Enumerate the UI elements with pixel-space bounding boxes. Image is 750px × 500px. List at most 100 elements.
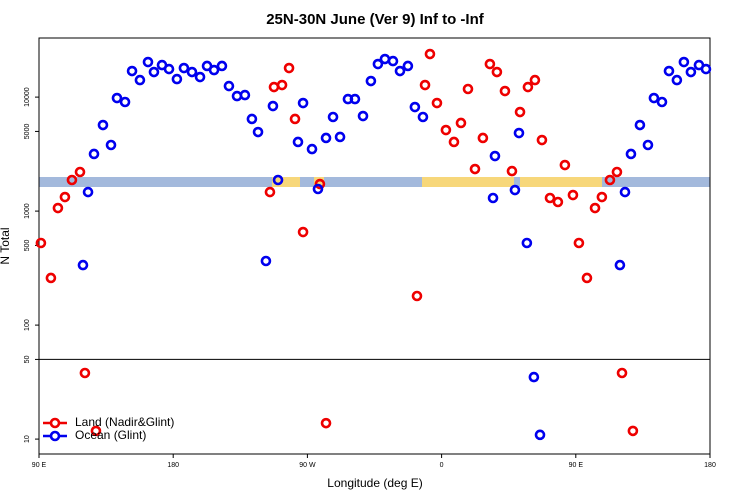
- x-tick-label: 90 E: [569, 462, 584, 469]
- data-point: [431, 97, 443, 109]
- data-point: [616, 367, 628, 379]
- data-point: [619, 186, 631, 198]
- data-point: [372, 58, 384, 70]
- data-point: [536, 134, 548, 146]
- data-point: [327, 111, 339, 123]
- y-tick-label: 5000: [24, 124, 31, 140]
- data-point: [267, 100, 279, 112]
- data-point: [312, 183, 324, 195]
- data-point: [349, 93, 361, 105]
- data-point: [178, 62, 190, 74]
- data-point: [111, 92, 123, 104]
- data-point: [604, 174, 616, 186]
- data-point: [656, 96, 668, 108]
- data-point: [552, 196, 564, 208]
- data-point: [264, 186, 276, 198]
- data-point: [52, 202, 64, 214]
- data-point: [663, 65, 675, 77]
- data-point: [625, 148, 637, 160]
- data-point: [440, 124, 452, 136]
- data-point: [134, 74, 146, 86]
- data-point: [487, 192, 499, 204]
- x-tick-label: 90 E: [32, 462, 47, 469]
- data-point: [589, 202, 601, 214]
- data-point: [648, 92, 660, 104]
- data-point: [306, 143, 318, 155]
- legend-label: Ocean (Glint): [75, 428, 146, 442]
- data-point: [448, 136, 460, 148]
- data-point: [409, 101, 421, 113]
- data-point: [614, 259, 626, 271]
- data-point: [216, 60, 228, 72]
- y-tick-label: 50: [24, 355, 31, 363]
- data-point: [283, 62, 295, 74]
- data-point: [522, 81, 534, 93]
- data-point: [74, 166, 86, 178]
- data-point: [66, 174, 78, 186]
- data-point: [642, 139, 654, 151]
- series: [77, 53, 712, 441]
- data-point: [387, 55, 399, 67]
- land-strip: [422, 177, 514, 187]
- data-point: [79, 367, 91, 379]
- data-point: [142, 56, 154, 68]
- land-strip: [520, 177, 602, 187]
- data-point: [314, 178, 326, 190]
- data-point: [477, 132, 489, 144]
- data-point: [506, 165, 518, 177]
- y-tick-label: 1000: [24, 203, 31, 219]
- data-point: [289, 113, 301, 125]
- data-point: [82, 186, 94, 198]
- data-point: [611, 166, 623, 178]
- y-tick-label: 10: [24, 435, 31, 443]
- data-point: [573, 237, 585, 249]
- data-point: [297, 97, 309, 109]
- data-point: [186, 66, 198, 78]
- data-point: [513, 127, 525, 139]
- data-point: [297, 226, 309, 238]
- data-point: [700, 63, 712, 75]
- y-tick-label: 100: [24, 319, 31, 331]
- data-point: [424, 48, 436, 60]
- data-point: [534, 429, 546, 441]
- data-point: [246, 113, 258, 125]
- data-point: [119, 96, 131, 108]
- x-axis-label: Longitude (deg E): [327, 476, 422, 490]
- y-tick-label: 10000: [24, 87, 31, 107]
- surface-strip: [39, 177, 710, 187]
- data-point: [171, 73, 183, 85]
- data-point: [90, 425, 102, 437]
- data-point: [678, 56, 690, 68]
- data-point: [223, 80, 235, 92]
- x-tick-label: 180: [704, 462, 716, 469]
- data-point: [276, 79, 288, 91]
- data-point: [334, 131, 346, 143]
- data-point: [59, 191, 71, 203]
- data-point: [567, 189, 579, 201]
- data-point: [194, 71, 206, 83]
- data-point: [489, 150, 501, 162]
- data-point: [97, 119, 109, 131]
- legend: Land (Nadir&Glint)Ocean (Glint): [43, 415, 174, 442]
- data-point: [484, 58, 496, 70]
- data-point: [402, 60, 414, 72]
- data-point: [559, 159, 571, 171]
- land-strip: [314, 177, 324, 187]
- data-point: [544, 192, 556, 204]
- legend-marker: [49, 417, 61, 429]
- data-point: [411, 290, 423, 302]
- ocean-strip: [39, 177, 710, 187]
- data-point: [528, 371, 540, 383]
- data-point: [105, 139, 117, 151]
- data-point: [462, 83, 474, 95]
- data-point: [148, 66, 160, 78]
- data-point: [252, 126, 264, 138]
- data-point: [634, 119, 646, 131]
- data-point: [77, 259, 89, 271]
- data-point: [163, 63, 175, 75]
- data-point: [126, 65, 138, 77]
- data-point: [45, 272, 57, 284]
- series: [35, 48, 639, 437]
- data-point: [671, 74, 683, 86]
